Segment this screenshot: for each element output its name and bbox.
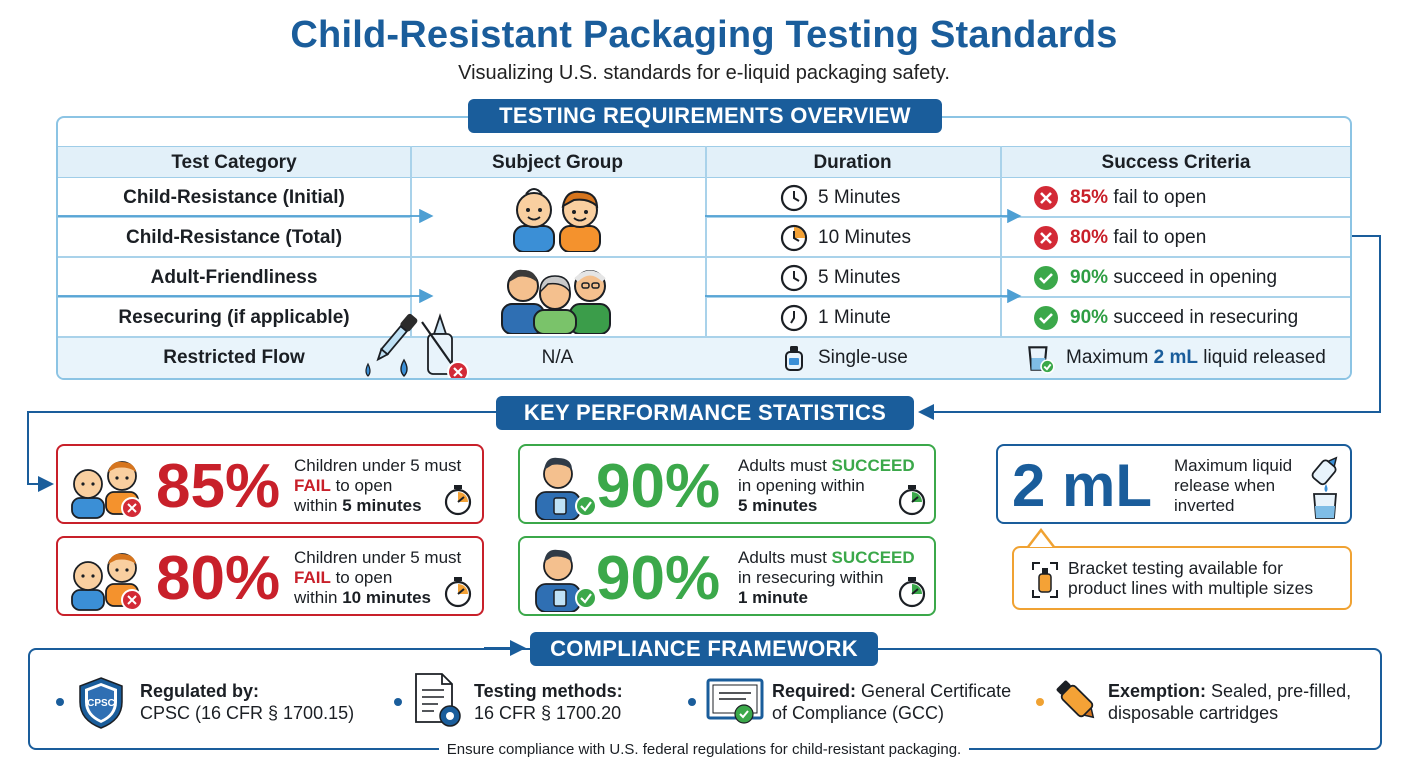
stat-card-90-resecuring: 90% Adults must SUCCEED in resecuring wi… — [518, 536, 936, 616]
stat-card-90-opening: 90% Adults must SUCCEED in opening withi… — [518, 444, 936, 524]
table-cell-duration: 10 Minutes — [780, 218, 1000, 258]
compliance-item-exemption: Exemption: Sealed, pre-filled, disposabl… — [1108, 681, 1352, 723]
compliance-item-testing: Testing methods: 16 CFR § 1700.20 — [474, 681, 623, 723]
stat-value: 2 mL — [1012, 452, 1153, 519]
table-cell-subject-na: N/A — [541, 347, 574, 368]
stopwatch-icon — [444, 485, 472, 516]
clock-icon — [780, 304, 808, 332]
overview-banner: TESTING REQUIREMENTS OVERVIEW — [468, 99, 942, 133]
col-header-duration: Duration — [813, 152, 892, 173]
compliance-item-required: Required: General Certificate of Complia… — [772, 681, 1012, 723]
bottle-icon — [785, 346, 803, 371]
callout-pointer — [1027, 528, 1055, 548]
table-cell-duration: 5 Minutes — [780, 178, 1000, 218]
stat-card-80: 80% Children under 5 must FAIL to open w… — [56, 536, 484, 616]
children-icon — [513, 188, 601, 252]
table-row-category: Child-Resistance (Total) — [125, 227, 343, 248]
stat-value: 80% — [156, 544, 281, 613]
overview-table: Test Category Subject Group Duration Suc… — [56, 116, 1352, 380]
dropper-icon — [365, 313, 469, 378]
duration-text: 1 Minute — [818, 307, 891, 328]
table-row-category: Resecuring (if applicable) — [118, 307, 350, 328]
inverted-bottle-icon — [1311, 456, 1338, 519]
footer-note: Ensure compliance with U.S. federal regu… — [0, 741, 1408, 758]
certificate-icon — [706, 678, 764, 724]
col-header-subject: Subject Group — [492, 152, 623, 173]
stat-value: 90% — [596, 452, 721, 521]
stat-card-85: 85% Children under 5 must FAIL to open w… — [56, 444, 484, 524]
children-icon — [71, 461, 143, 519]
criteria-text: succeed in resecuring — [1113, 307, 1299, 328]
table-header-row: Test Category Subject Group Duration Suc… — [58, 146, 1350, 178]
x-circle-icon — [1034, 186, 1058, 210]
criteria-text: succeed in opening — [1113, 267, 1278, 288]
bracket-bottle-icon — [1032, 562, 1058, 598]
document-gear-icon — [415, 673, 461, 727]
table-cell-criteria: 90% succeed in resecuring — [1032, 298, 1350, 338]
page-subtitle: Visualizing U.S. standards for e-liquid … — [458, 62, 950, 84]
check-circle-icon — [1034, 306, 1058, 330]
criteria-percent: 90% — [1070, 307, 1109, 328]
stat-description: Adults must SUCCEED in resecuring within… — [738, 548, 915, 607]
table-row-category: Adult-Friendliness — [150, 267, 318, 288]
duration-text: Single-use — [818, 347, 908, 368]
stat-value: 90% — [596, 544, 721, 613]
stat-value: 85% — [156, 452, 281, 521]
stat-description: Adults must SUCCEED in opening within 5 … — [738, 456, 915, 515]
table-cell-criteria: 80% fail to open — [1032, 218, 1350, 258]
table-row-category: Child-Resistance (Initial) — [123, 187, 345, 208]
criteria-text: fail to open — [1113, 227, 1207, 248]
compliance-item-regulated: Regulated by: CPSC (16 CFR § 1700.15) — [140, 681, 355, 723]
cpsc-badge-text: CPSC — [87, 698, 115, 709]
check-circle-icon — [1034, 266, 1058, 290]
criteria-percent: 85% — [1070, 187, 1109, 208]
clock-icon — [780, 264, 808, 292]
criteria-text: fail to open — [1113, 187, 1207, 208]
stats-banner: KEY PERFORMANCE STATISTICS — [496, 396, 914, 430]
table-cell-criteria: 85% fail to open — [1032, 178, 1350, 218]
criteria-percent: 80% — [1070, 227, 1109, 248]
bracket-text: Bracket testing available for product li… — [1068, 558, 1314, 598]
adults-group-icon — [501, 269, 611, 334]
adult-opening-icon — [535, 457, 597, 520]
table-cell-criteria: 90% succeed in opening — [1032, 258, 1350, 298]
criteria-value: 2 mL — [1153, 347, 1198, 368]
children-icon — [71, 553, 143, 611]
stat-card-2ml: 2 mL Maximum liquid release when inverte… — [996, 444, 1352, 524]
table-cell-duration: 1 Minute — [780, 298, 1000, 338]
cartridge-icon — [1056, 680, 1095, 719]
col-header-criteria: Success Criteria — [1101, 152, 1251, 173]
beaker-icon — [1028, 346, 1055, 374]
stat-description: Maximum liquid release when inverted — [1174, 456, 1293, 515]
compliance-banner: COMPLIANCE FRAMEWORK — [530, 632, 878, 666]
col-header-category: Test Category — [171, 152, 297, 173]
x-circle-icon — [1034, 226, 1058, 250]
criteria-percent: 90% — [1070, 267, 1109, 288]
shield-icon: CPSC — [79, 677, 123, 729]
table-row-category: Restricted Flow — [163, 347, 305, 368]
criteria-pre: Maximum — [1066, 347, 1149, 368]
bracket-callout: Bracket testing available for product li… — [1012, 546, 1352, 610]
duration-text: 10 Minutes — [818, 227, 911, 248]
clock-icon — [780, 184, 808, 212]
stopwatch-icon — [444, 577, 472, 608]
clock-icon — [780, 224, 808, 252]
table-cell-duration: 5 Minutes — [780, 258, 1000, 298]
adult-resecuring-icon — [535, 549, 597, 612]
stat-description: Children under 5 must FAIL to open withi… — [294, 548, 462, 607]
criteria-post: liquid released — [1203, 347, 1326, 368]
table-cell-criteria: Maximum 2 mL liquid released — [1024, 338, 1350, 378]
stopwatch-icon — [898, 485, 926, 516]
duration-text: 5 Minutes — [818, 267, 901, 288]
table-cell-duration: Single-use — [780, 338, 1000, 378]
page-title: Child-Resistant Packaging Testing Standa… — [290, 14, 1118, 56]
duration-text: 5 Minutes — [818, 187, 901, 208]
stopwatch-icon — [898, 577, 926, 608]
